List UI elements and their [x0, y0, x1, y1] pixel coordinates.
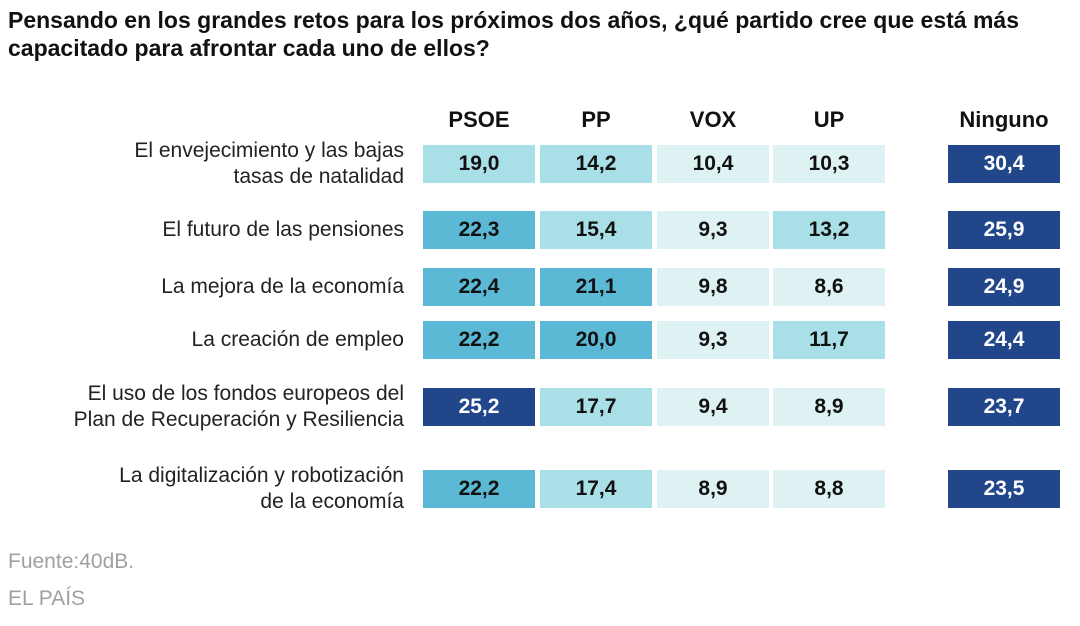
heatmap-cell-pp: 17,7: [540, 388, 652, 426]
chart-title: Pensando en los grandes retos para los p…: [8, 7, 1020, 61]
heatmap-cell-vox: 9,3: [657, 211, 769, 249]
heatmap-cell-up: 8,9: [773, 388, 885, 426]
heatmap-cell-psoe: 22,2: [423, 470, 535, 508]
source-note: Fuente:40dB.: [8, 550, 135, 573]
heatmap-cell-up: 13,2: [773, 211, 885, 249]
column-header-ninguno: Ninguno: [959, 107, 1049, 132]
heatmap-cell-vox: 8,9: [657, 470, 769, 508]
heatmap-cell-ninguno: 24,4: [948, 321, 1060, 359]
heatmap-cell-ninguno: 25,9: [948, 211, 1060, 249]
heatmap-cell-psoe: 22,2: [423, 321, 535, 359]
heatmap-cell-psoe: 22,4: [423, 268, 535, 306]
heatmap-cell-vox: 9,8: [657, 268, 769, 306]
heatmap-cell-ninguno: 24,9: [948, 268, 1060, 306]
brand-label: EL PAÍS: [8, 587, 86, 610]
row-label: El envejecimiento y las bajas tasas de na…: [134, 139, 404, 188]
row-label: La mejora de la economía: [161, 275, 404, 298]
column-header-psoe: PSOE: [448, 107, 510, 132]
heatmap-cell-ninguno: 23,5: [948, 470, 1060, 508]
heatmap-cell-psoe: 22,3: [423, 211, 535, 249]
heatmap-cell-pp: 21,1: [540, 268, 652, 306]
row-label: La creación de empleo: [191, 328, 404, 351]
column-header-up: UP: [813, 107, 845, 132]
heatmap-cell-up: 8,8: [773, 470, 885, 508]
row-label: El uso de los fondos europeos del Plan de…: [73, 382, 404, 431]
heatmap-cell-pp: 17,4: [540, 470, 652, 508]
heatmap-cell-pp: 14,2: [540, 145, 652, 183]
heatmap-cell-ninguno: 30,4: [948, 145, 1060, 183]
heatmap-cell-pp: 20,0: [540, 321, 652, 359]
heatmap-cell-up: 10,3: [773, 145, 885, 183]
row-label: La digitalización y robotización de la ec…: [119, 464, 404, 513]
heatmap-cell-up: 8,6: [773, 268, 885, 306]
heatmap-cell-psoe: 19,0: [423, 145, 535, 183]
heatmap-cell-pp: 15,4: [540, 211, 652, 249]
heatmap-cell-vox: 9,4: [657, 388, 769, 426]
heatmap-cell-psoe: 25,2: [423, 388, 535, 426]
heatmap-cell-vox: 9,3: [657, 321, 769, 359]
column-header-vox: VOX: [689, 107, 737, 132]
heatmap-cell-vox: 10,4: [657, 145, 769, 183]
row-label: El futuro de las pensiones: [162, 218, 404, 241]
heatmap-cell-up: 11,7: [773, 321, 885, 359]
heatmap-cell-ninguno: 23,7: [948, 388, 1060, 426]
column-header-pp: PP: [581, 107, 611, 132]
